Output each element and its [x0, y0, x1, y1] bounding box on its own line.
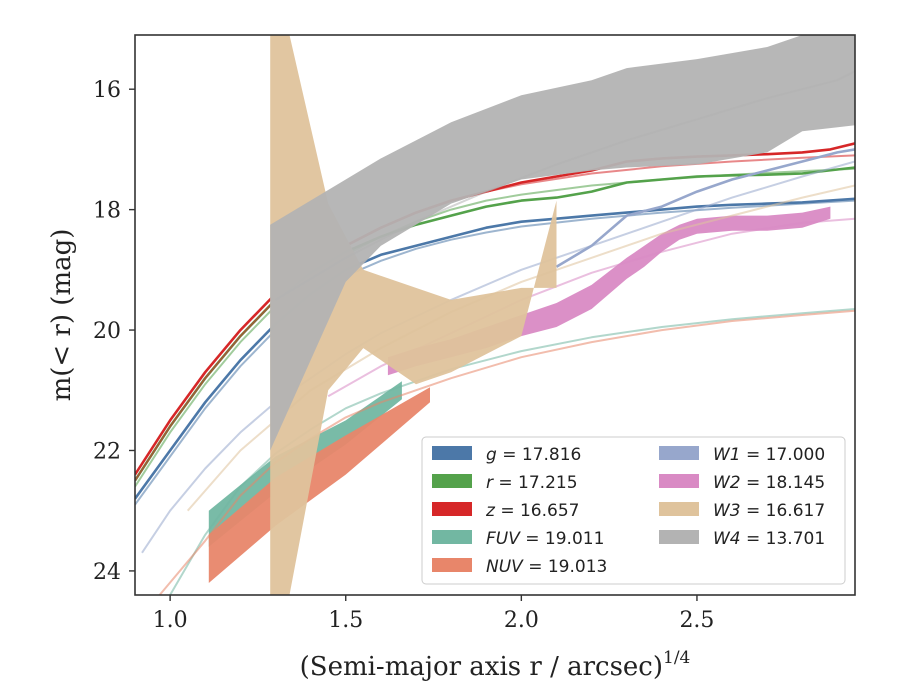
y-tick-label: 20 [93, 319, 121, 344]
legend-label: W4 = 13.701 [713, 529, 825, 549]
g-data-curve [135, 197, 855, 500]
legend-label: z = 16.657 [485, 501, 579, 521]
w3-data-band [270, 35, 557, 595]
legend-swatch [659, 530, 699, 544]
y-tick-label: 22 [93, 439, 121, 464]
plot-frame [134, 34, 856, 596]
x-tick-label: 1.5 [328, 608, 363, 633]
x-tick-label: 2.5 [679, 608, 714, 633]
x-tick-label: 2.0 [504, 608, 539, 633]
legend-swatch [432, 502, 472, 516]
legend-swatch [432, 558, 472, 572]
legend-swatch [659, 474, 699, 488]
legend: g = 17.816 r = 17.215 z = 16.657 FUV = 19.0… [421, 436, 846, 585]
w4-model-curve [274, 70, 855, 301]
series-layer [135, 35, 855, 595]
y-tick-label: 18 [93, 199, 121, 224]
legend-swatch [432, 474, 472, 488]
w4-data-band [270, 35, 855, 451]
x-tick-label: 1.0 [153, 608, 188, 633]
legend-label: W2 = 18.145 [713, 473, 825, 493]
legend-swatch [659, 502, 699, 516]
legend-swatch [432, 530, 472, 544]
legend-label: NUV = 19.013 [486, 557, 607, 577]
legend-frame [421, 436, 846, 585]
y-axis-label: m(< r) (mag) [47, 229, 77, 402]
nuv-data-band [208, 387, 430, 583]
x-axis-ticks: 1.0 1.5 2.0 2.5 [153, 595, 714, 633]
y-tick-label: 24 [93, 560, 121, 585]
legend-swatch [659, 446, 699, 460]
g-model-curve [135, 199, 855, 506]
legend-label: W1 = 17.000 [713, 445, 825, 465]
w1-data-curve [555, 148, 855, 268]
y-tick-label: 16 [93, 78, 121, 103]
legend-label: r = 17.215 [486, 473, 578, 493]
y-axis-ticks: 16 18 20 22 24 [93, 78, 135, 585]
legend-label: g = 17.816 [486, 445, 581, 465]
legend-swatch [432, 446, 472, 460]
legend-label: W3 = 16.617 [713, 501, 825, 521]
x-axis-label: (Semi-major axis r / arcsec)1/4 [300, 648, 691, 682]
legend-label: FUV = 19.011 [486, 529, 604, 549]
nuv-model-curve [158, 309, 855, 595]
